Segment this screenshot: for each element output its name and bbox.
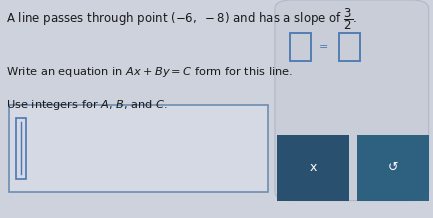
- Text: =: =: [319, 42, 329, 52]
- Text: x: x: [309, 161, 317, 174]
- Text: A line passes through point $(-6,\ -8)$ and has a slope of $\dfrac{3}{2}$.: A line passes through point $(-6,\ -8)$ …: [6, 7, 358, 32]
- FancyBboxPatch shape: [275, 0, 429, 201]
- FancyBboxPatch shape: [277, 135, 349, 201]
- Text: Use integers for $A$, $B$, and $C$.: Use integers for $A$, $B$, and $C$.: [6, 98, 168, 112]
- FancyBboxPatch shape: [357, 135, 429, 201]
- Text: Write an equation in $Ax+By=C$ form for this line.: Write an equation in $Ax+By=C$ form for …: [6, 65, 294, 79]
- FancyBboxPatch shape: [9, 105, 268, 192]
- Text: ↺: ↺: [388, 161, 398, 174]
